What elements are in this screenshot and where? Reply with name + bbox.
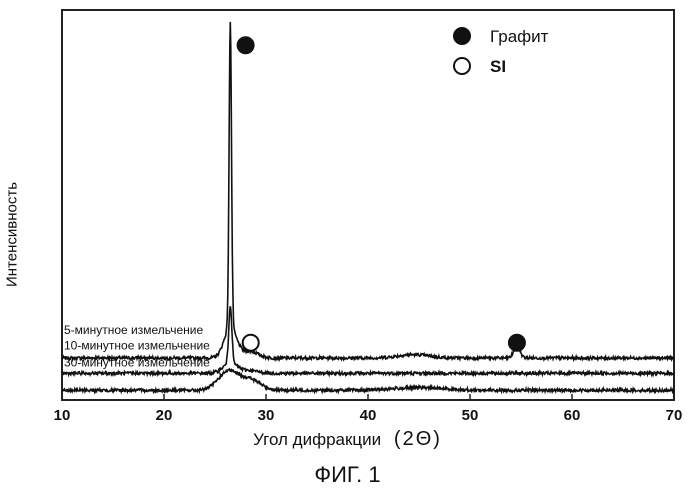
graphite-peak-marker bbox=[238, 37, 254, 53]
x-axis-title: Угол дифракции (2Θ) bbox=[0, 428, 695, 451]
series-line-1 bbox=[62, 22, 674, 360]
legend-label: SI bbox=[490, 57, 506, 76]
x-tick-label: 10 bbox=[54, 407, 71, 424]
x-tick-label: 40 bbox=[360, 407, 377, 424]
series-label-1: 5-минутное измельчение bbox=[64, 323, 203, 337]
legend: Графит SI bbox=[454, 27, 549, 76]
x-tick-label: 20 bbox=[156, 407, 173, 424]
x-axis-title-text: Угол дифракции bbox=[253, 430, 381, 449]
series-labels: 5-минутное измельчение10-минутное измель… bbox=[64, 323, 210, 369]
series-label-3: 30-минутное измельчение bbox=[64, 355, 210, 369]
x-axis-ticks: 10 20 30 40 50 60 70 bbox=[54, 394, 683, 424]
x-tick-label: 30 bbox=[258, 407, 275, 424]
legend-si-icon bbox=[454, 58, 470, 74]
x-tick-label: 50 bbox=[462, 407, 479, 424]
y-axis-title: Интенсивность bbox=[4, 175, 21, 295]
peak-markers bbox=[238, 37, 525, 351]
x-axis-unit: (2Θ) bbox=[394, 428, 442, 450]
graphite-peak-marker bbox=[509, 335, 525, 351]
x-tick-label: 60 bbox=[564, 407, 581, 424]
figure-caption: ФИГ. 1 bbox=[0, 462, 695, 488]
legend-graphite-icon bbox=[454, 28, 470, 44]
x-tick-label: 70 bbox=[666, 407, 683, 424]
legend-label: Графит bbox=[490, 27, 549, 46]
series-label-2: 10-минутное измельчение bbox=[64, 338, 210, 352]
si-peak-marker bbox=[243, 335, 259, 351]
